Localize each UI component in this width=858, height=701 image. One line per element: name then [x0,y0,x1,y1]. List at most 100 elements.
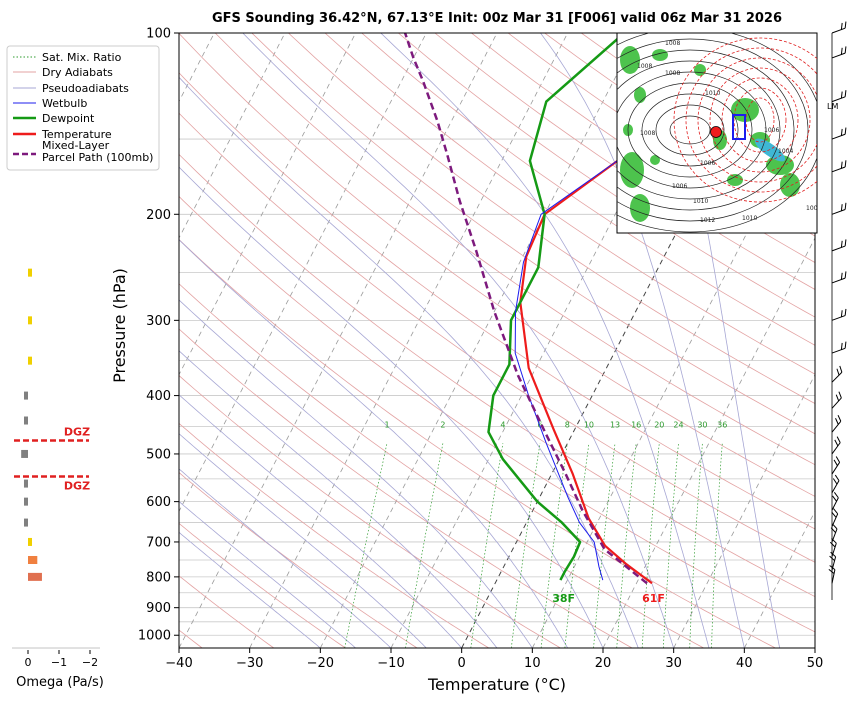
wind-barb [831,436,841,455]
legend-box [6,45,160,171]
wind-barb-flag [844,239,847,247]
dgz-label: DGZ [64,426,90,439]
thickness-contour [721,77,799,163]
wind-barb-flag [829,541,836,548]
series-mixed-layer-parcel-path-mb- [403,33,648,585]
isobar-contour [641,93,739,167]
dry-adiabat [179,112,815,563]
thickness-contour [673,37,817,203]
mixing-ratio-label: 10 [584,421,594,430]
wind-barb-flag [831,511,837,518]
mixing-ratio-label: 4 [500,421,505,430]
omega-bar [24,416,28,425]
wind-barb-flag [840,240,843,248]
dry-adiabat [179,472,418,648]
contour-label: 1006 [672,183,687,190]
surface-label: 61F [642,592,665,605]
pseudoadiabat [179,531,321,648]
dry-adiabat [179,153,815,598]
wind-barb-staff [831,347,846,354]
wind-barb-flag [838,391,842,399]
omega-bar [28,537,32,546]
legend-label: Mixed-Layer Parcel Path (100mb) [42,139,153,164]
y-tick-label: 400 [146,389,171,404]
pseudoadiabat [242,33,675,648]
wind-barb-flag [836,368,840,376]
omega-axis-label: Omega (Pa/s) [16,675,104,690]
wind-barb-staff [831,569,836,584]
wind-barb-flag [840,342,843,350]
wind-barb [831,308,847,321]
wind-barb-flag [844,308,847,316]
dry-adiabat [324,33,815,375]
pseudoadiabat [179,394,462,648]
wind-barbs [828,21,847,600]
isotherm [179,33,286,239]
wind-barb [831,46,847,59]
omega-bar [23,479,28,488]
wind-barb [831,414,842,433]
wind-barb-flag [829,555,835,561]
pseudoadiabat [179,433,427,648]
isobar-contour [617,33,817,233]
legend-label: Sat. Mix. Ratio [42,51,122,64]
wind-barb-flag [832,478,838,485]
wind-barb [831,21,847,34]
legend-label: Dry Adiabats [42,66,113,79]
isotherm [249,33,569,648]
wind-barb-flag [844,271,847,279]
x-axis-label: Temperature (°C) [427,675,566,694]
dry-adiabat [179,522,346,648]
wind-barb-staff [831,497,839,511]
wind-barb-flag [835,456,841,463]
dry-adiabat [434,33,815,290]
wind-barb-flag [833,459,838,466]
wind-barb-flag [839,365,843,373]
wind-barb-staff [831,420,842,433]
mixing-ratio-label: 24 [673,421,683,430]
y-tick-label: 700 [146,535,171,550]
dry-adiabat [179,195,815,633]
wind-barb-flag [844,46,847,54]
wind-barb-staff [831,480,840,494]
omega-bar [28,268,32,277]
omega-bar [24,497,28,506]
y-tick-label: 1000 [138,629,171,644]
precip-area [620,46,640,74]
wind-barb-flag [840,204,843,211]
contour-label: 1004 [778,148,793,155]
dry-adiabat [398,33,815,318]
wind-barb-flag [844,90,847,97]
wind-barb [831,160,847,173]
wind-barb-staff [831,27,846,34]
precip-area [652,49,668,61]
mixing-ratio-line [405,443,444,648]
omega-bar [28,572,42,581]
mixing-ratio-label: 36 [717,421,727,430]
wind-barb-flag [830,527,836,533]
omega-tick-label: 0 [25,656,32,669]
y-tick-label: 100 [146,27,171,42]
isobar-contour [627,82,753,178]
wind-barb-flag [834,439,839,447]
wind-barb-flag [837,414,842,422]
x-tick-label: 50 [807,656,824,671]
x-tick-label: 40 [736,656,753,671]
contour-label: 1012 [700,217,715,224]
wind-barb-staff [831,245,846,252]
mixing-ratio-label: 8 [565,421,570,430]
x-tick-label: 30 [665,656,682,671]
wind-barb-flag [840,128,843,136]
pseudoadiabat [179,350,498,648]
omega-bar [24,391,28,400]
wind-barb-staff [831,133,846,140]
legend-label: Dewpoint [42,112,95,125]
x-tick-label: −30 [236,656,263,671]
x-tick-label: −20 [307,656,334,671]
wind-barb-flag [840,161,843,169]
precip-area [650,155,660,165]
wind-barb-staff [831,52,846,59]
precip-area [754,138,786,162]
wind-barb [831,90,847,103]
pseudoadiabat [179,468,392,648]
